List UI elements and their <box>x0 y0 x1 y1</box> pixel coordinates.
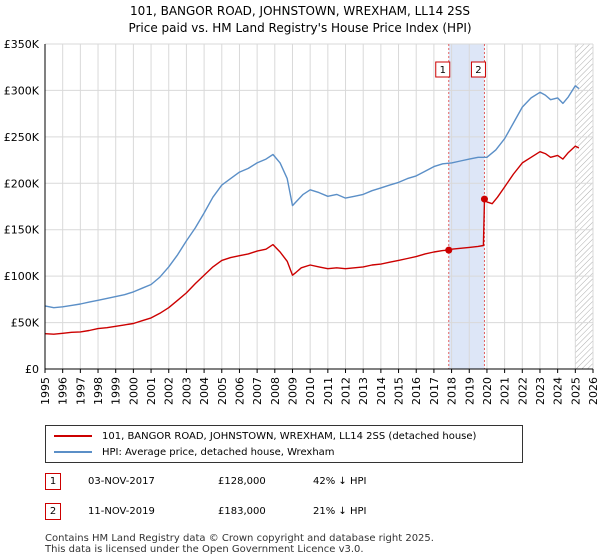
x-tick-label: 2006 <box>233 377 246 405</box>
x-tick-label: 2019 <box>463 377 476 405</box>
sale-marker-box <box>435 61 451 78</box>
sale-date: 11-NOV-2019 <box>88 506 155 517</box>
plot-area <box>45 44 593 369</box>
x-tick-label: 2003 <box>180 377 193 405</box>
sale-marker-label: 2 <box>45 503 61 520</box>
x-tick-label: 2000 <box>127 377 140 405</box>
sale-marker-number: 2 <box>475 65 481 76</box>
legend-label-property: 101, BANGOR ROAD, JOHNSTOWN, WREXHAM, LL… <box>102 431 477 442</box>
x-tick-label: 1997 <box>74 377 87 405</box>
x-tick-label: 2002 <box>163 377 176 405</box>
chart-title-line1: 101, BANGOR ROAD, JOHNSTOWN, WREXHAM, LL… <box>130 4 470 18</box>
sale-date: 03-NOV-2017 <box>88 476 155 487</box>
x-tick-label: 2004 <box>198 377 211 405</box>
sale-price: £128,000 <box>218 476 266 487</box>
x-tick-label: 2018 <box>446 377 459 405</box>
x-tick-label: 1998 <box>92 377 105 405</box>
sale-marker-label: 1 <box>45 473 61 490</box>
x-tick-label: 2017 <box>428 377 441 405</box>
x-tick-label: 2005 <box>216 377 229 405</box>
x-tick-label: 2022 <box>516 377 529 405</box>
x-tick-label: 2011 <box>322 377 335 405</box>
x-tick-label: 2023 <box>534 377 547 405</box>
chart-legend: 101, BANGOR ROAD, JOHNSTOWN, WREXHAM, LL… <box>45 425 523 463</box>
x-tick-label: 1999 <box>110 377 123 405</box>
price-chart: 1 2 £0 £50K £100K £150K £200K £250K £300K £350K 19… <box>4 38 600 405</box>
sale-row-2: 2 11-NOV-2019 £183,000 21% ↓ HPI <box>45 502 545 522</box>
series-line-property <box>44 145 580 335</box>
chart-title: 101, BANGOR ROAD, JOHNSTOWN, WREXHAM, LL… <box>0 4 600 35</box>
y-tick-label: £50K <box>11 317 40 330</box>
chart-title-line2: Price paid vs. HM Land Registry's House … <box>128 21 472 35</box>
sales-period-shading <box>448 44 485 369</box>
y-tick-label: £350K <box>4 38 40 51</box>
x-tick-label: 2009 <box>286 377 299 405</box>
y-tick-label: £250K <box>4 131 40 144</box>
sale-marker-box <box>470 61 486 78</box>
x-tick-label: 2016 <box>410 377 423 405</box>
x-tick-label: 1995 <box>39 377 52 405</box>
x-tick-label: 2020 <box>481 377 494 405</box>
x-tick-label: 2021 <box>499 377 512 405</box>
sale-hpi-delta: 21% ↓ HPI <box>313 506 367 517</box>
y-tick-label: £200K <box>4 177 40 190</box>
y-tick-label: £150K <box>4 224 40 237</box>
x-tick-label: 2025 <box>569 377 582 405</box>
x-tick-label: 2024 <box>552 377 565 405</box>
legend-item-property: 101, BANGOR ROAD, JOHNSTOWN, WREXHAM, LL… <box>54 429 476 445</box>
sale-hpi-delta: 42% ↓ HPI <box>313 476 367 487</box>
x-tick-label: 2026 <box>587 377 600 405</box>
legend-label-hpi: HPI: Average price, detached house, Wrex… <box>102 447 335 458</box>
x-tick-label: 2010 <box>304 377 317 405</box>
footer-line1: Contains HM Land Registry data © Crown c… <box>45 533 434 544</box>
sale-price: £183,000 <box>218 506 266 517</box>
footer-attribution: Contains HM Land Registry data © Crown c… <box>45 533 434 555</box>
x-tick-label: 2008 <box>269 377 282 405</box>
y-tick-label: £300K <box>4 84 40 97</box>
legend-item-hpi: HPI: Average price, detached house, Wrex… <box>54 445 335 461</box>
x-tick-label: 2001 <box>145 377 158 405</box>
y-tick-label: £100K <box>4 270 40 283</box>
legend-swatch-property <box>54 435 92 437</box>
sale-point <box>480 195 488 203</box>
forecast-hatch <box>575 44 593 369</box>
legend-swatch-hpi <box>54 451 92 453</box>
series-line-hpi <box>44 85 580 309</box>
x-tick-label: 2014 <box>375 377 388 405</box>
y-tick-label: £0 <box>25 363 39 376</box>
x-tick-label: 2012 <box>340 377 353 405</box>
x-tick-label: 1996 <box>57 377 70 405</box>
sale-point <box>445 246 453 254</box>
footer-line2: This data is licensed under the Open Gov… <box>45 544 364 555</box>
sale-row-1: 1 03-NOV-2017 £128,000 42% ↓ HPI <box>45 472 545 492</box>
sale-marker-number: 1 <box>440 65 446 76</box>
x-tick-label: 2015 <box>393 377 406 405</box>
x-tick-label: 2007 <box>251 377 264 405</box>
x-tick-label: 2013 <box>357 377 370 405</box>
